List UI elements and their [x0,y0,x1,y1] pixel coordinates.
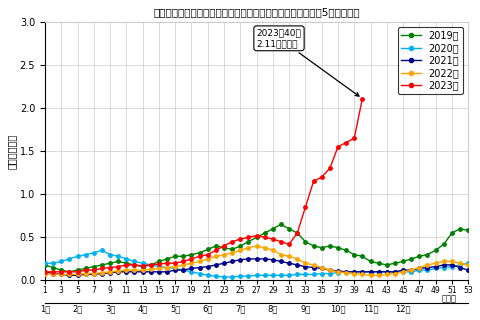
2023年 [197,254,203,258]
2023年 [180,260,186,263]
2023年 [302,205,308,209]
2023年 [270,237,276,241]
2022年 [465,263,471,267]
Y-axis label: （人／定点）: （人／定点） [7,133,17,169]
2023年 [156,262,162,266]
2023年 [67,270,72,274]
2020年 [221,275,227,279]
2022年 [368,273,373,277]
2023年 [254,234,260,237]
2023年 [229,240,235,244]
2020年 [302,273,308,276]
2021年 [164,270,170,274]
2023年 [360,97,365,100]
2023年 [115,265,121,268]
2020年 [465,261,471,265]
2023年 [42,270,48,274]
2019年 [42,263,48,267]
2021年 [302,265,308,268]
2020年 [99,248,105,252]
2019年 [278,222,284,226]
2023年 [213,248,219,252]
2023年 [107,266,113,269]
2020年 [164,266,170,269]
2023年 [262,236,267,239]
2023年 [205,253,211,257]
2019年 [302,240,308,244]
2023年 [246,236,252,239]
2023年 [140,264,145,268]
2023年 [335,145,341,149]
2023年 [238,237,243,241]
2023年 [83,268,88,272]
2019年 [384,263,390,267]
2023年 [221,244,227,248]
Text: 2023年40週
2.11人／定点: 2023年40週 2.11人／定点 [257,28,359,96]
2022年 [42,272,48,276]
2019年 [465,228,471,232]
2021年 [311,266,316,269]
2023年 [50,270,56,274]
2020年 [327,272,333,276]
2021年 [327,268,333,272]
2020年 [311,273,316,276]
2023年 [148,263,154,267]
2022年 [327,268,333,272]
2019年 [311,244,316,248]
2023年 [189,257,194,261]
Line: 2020年: 2020年 [43,249,470,279]
2022年 [156,267,162,270]
2020年 [42,261,48,265]
2023年 [351,136,357,140]
2023年 [343,140,349,144]
2023年 [294,231,300,235]
2023年 [74,270,80,274]
2023年 [164,261,170,265]
2021年 [67,273,72,277]
2022年 [254,244,260,248]
2023年 [59,270,64,274]
Line: 2019年: 2019年 [43,223,470,274]
2023年 [172,261,178,265]
2019年 [67,270,72,274]
2019年 [164,257,170,261]
2020年 [335,271,341,275]
2023年 [132,263,137,267]
2023年 [91,268,96,272]
2021年 [465,268,471,272]
2023年 [319,175,324,179]
2021年 [42,270,48,274]
2021年 [246,257,252,261]
2019年 [327,244,333,248]
2023年 [99,267,105,270]
2023年 [286,242,292,246]
2021年 [335,269,341,273]
2023年 [278,240,284,244]
Line: 2021年: 2021年 [43,257,470,277]
2022年 [319,266,324,269]
2023年 [311,180,316,183]
2020年 [384,270,390,274]
2022年 [302,261,308,265]
2022年 [294,257,300,261]
2023年 [327,166,333,170]
Text: （週）: （週） [442,294,456,303]
2019年 [335,246,341,250]
2023年 [123,263,129,267]
2021年 [384,270,390,274]
Title: 東京都における定点当たり患者報告数（咽頭結膜熱）（過去5シーズン）: 東京都における定点当たり患者報告数（咽頭結膜熱）（過去5シーズン） [153,7,360,17]
2022年 [384,273,390,276]
Line: 2023年: 2023年 [43,97,364,274]
Legend: 2019年, 2020年, 2021年, 2022年, 2023年: 2019年, 2020年, 2021年, 2022年, 2023年 [397,27,463,94]
Line: 2022年: 2022年 [43,244,470,277]
